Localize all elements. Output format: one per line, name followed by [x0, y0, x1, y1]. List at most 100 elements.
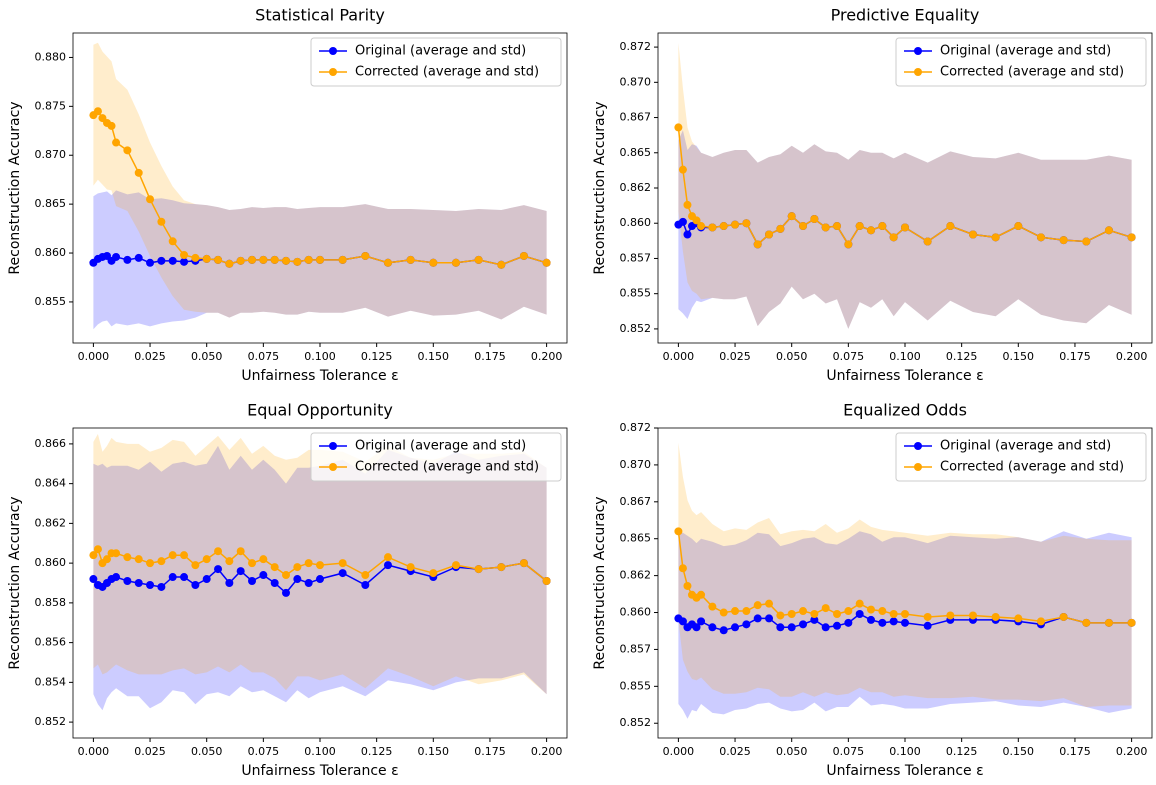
x-tick-label: 0.125	[361, 745, 393, 758]
point	[304, 559, 313, 568]
y-tick-label: 0.860	[35, 246, 67, 259]
point	[991, 233, 1000, 242]
point	[878, 607, 887, 616]
point	[776, 224, 785, 233]
point	[731, 623, 740, 632]
point	[383, 258, 392, 267]
point	[361, 571, 370, 580]
point	[855, 610, 864, 618]
point	[697, 590, 706, 599]
y-axis-label: Reconstruction Accuracy	[7, 496, 23, 669]
point	[168, 573, 177, 582]
point	[867, 615, 876, 624]
x-tick-label: 0.200	[1116, 350, 1148, 363]
point	[248, 559, 257, 568]
x-tick-label: 0.025	[134, 350, 166, 363]
point	[112, 549, 121, 558]
panel: 0.000 0.025 0.050 0.075 0.100 0.125 0.150 0.175…	[592, 401, 1153, 779]
x-tick-label: 0.050	[776, 745, 808, 758]
point	[901, 223, 909, 232]
x-axis-label: Unfairness Tolerance ε	[241, 368, 398, 384]
y-tick-label: 0.860	[35, 556, 67, 569]
point	[168, 237, 177, 246]
point	[134, 555, 143, 564]
y-tick-label: 0.855	[620, 287, 652, 300]
point	[1127, 618, 1136, 627]
point	[821, 223, 830, 232]
point	[719, 608, 728, 617]
point	[678, 617, 687, 626]
point	[383, 553, 392, 562]
x-tick-label: 0.175	[474, 350, 506, 363]
y-tick-label: 0.852	[35, 715, 67, 728]
point	[810, 215, 819, 223]
x-tick-label: 0.075	[248, 350, 280, 363]
point	[282, 571, 291, 580]
panel: 0.000 0.025 0.050 0.075 0.100 0.125 0.150 0.175…	[7, 6, 568, 384]
x-axis-label: Unfairness Tolerance ε	[826, 368, 983, 384]
x-tick-label: 0.200	[531, 350, 563, 363]
legend: Original (average and std) Corrected (ave…	[310, 432, 562, 482]
point	[225, 259, 234, 268]
point	[878, 222, 887, 231]
y-tick-label: 0.855	[620, 679, 652, 692]
y-tick-label: 0.855	[35, 295, 67, 308]
legend-marker	[329, 68, 337, 76]
point	[123, 146, 132, 155]
x-tick-label: 0.025	[719, 745, 751, 758]
point	[946, 222, 955, 231]
x-tick-label: 0.025	[719, 350, 751, 363]
x-tick-label: 0.075	[833, 350, 865, 363]
point	[692, 216, 701, 225]
legend-marker	[914, 442, 922, 450]
y-tick-label: 0.854	[35, 675, 67, 688]
point	[406, 563, 415, 572]
point	[923, 612, 932, 621]
point	[519, 559, 528, 568]
point	[731, 607, 740, 616]
point	[429, 258, 438, 267]
legend-box	[895, 37, 1147, 87]
legend-marker	[329, 442, 337, 450]
point	[708, 602, 717, 611]
std-band	[93, 42, 547, 320]
mean-line	[92, 562, 548, 594]
chart-title: Equalized Odds	[843, 401, 967, 420]
legend-label: Corrected (average and std)	[940, 460, 1124, 475]
x-tick-label: 0.200	[531, 745, 563, 758]
point	[146, 559, 155, 568]
point	[901, 618, 909, 627]
point	[678, 217, 687, 226]
point	[214, 255, 223, 264]
x-tick-label: 0.175	[1059, 350, 1091, 363]
y-tick-label: 0.857	[620, 251, 652, 264]
y-axis-label: Reconstruction Accuracy	[592, 101, 608, 274]
y-tick-label: 0.864	[35, 477, 67, 490]
y-tick-label: 0.870	[620, 458, 652, 471]
point	[753, 240, 762, 249]
point	[361, 251, 370, 260]
point	[270, 255, 279, 264]
y-tick-label: 0.870	[35, 148, 67, 161]
x-tick-label: 0.000	[663, 745, 695, 758]
y-tick-label: 0.865	[35, 197, 67, 210]
point	[180, 250, 189, 259]
y-tick-label: 0.865	[620, 532, 652, 545]
legend-label: Corrected (average and std)	[355, 65, 539, 80]
point	[474, 565, 483, 574]
y-tick-label: 0.875	[35, 99, 67, 112]
mean-line	[92, 547, 548, 582]
y-tick-label: 0.872	[620, 40, 652, 53]
point	[753, 601, 762, 610]
point	[708, 223, 717, 232]
point	[742, 620, 751, 629]
std-band	[678, 442, 1132, 707]
point	[474, 255, 483, 264]
legend: Original (average and std) Corrected (ave…	[895, 37, 1147, 87]
point	[991, 612, 1000, 621]
point	[1104, 618, 1113, 627]
point	[731, 220, 740, 229]
point	[844, 618, 853, 627]
point	[867, 605, 876, 614]
